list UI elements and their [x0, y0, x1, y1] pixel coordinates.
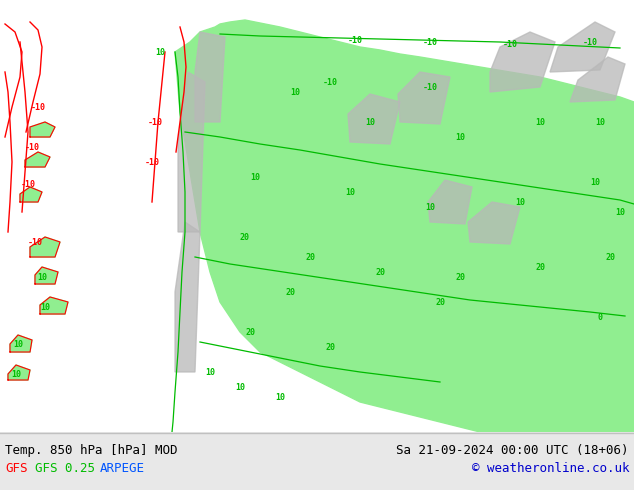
Text: 10: 10	[205, 368, 215, 376]
Text: 20: 20	[325, 343, 335, 351]
Polygon shape	[398, 72, 450, 124]
Polygon shape	[468, 202, 520, 244]
Text: © weatheronline.co.uk: © weatheronline.co.uk	[472, 462, 629, 475]
Text: 10: 10	[40, 302, 50, 312]
Text: -10: -10	[145, 157, 160, 167]
Text: 10: 10	[535, 118, 545, 126]
Polygon shape	[30, 122, 55, 137]
Text: -10: -10	[422, 38, 437, 47]
Text: 10: 10	[37, 272, 47, 281]
Polygon shape	[35, 267, 58, 284]
Polygon shape	[428, 180, 472, 224]
Text: ARPEGE: ARPEGE	[100, 462, 145, 475]
Text: -10: -10	[20, 179, 36, 189]
Polygon shape	[178, 72, 205, 232]
Text: 0: 0	[597, 313, 602, 321]
Text: 20: 20	[605, 252, 615, 262]
Text: 10: 10	[11, 369, 21, 378]
Text: -10: -10	[422, 82, 437, 92]
Text: 20: 20	[240, 232, 250, 242]
Text: 20: 20	[455, 272, 465, 281]
Text: Temp. 850 hPa [hPa] MOD: Temp. 850 hPa [hPa] MOD	[5, 444, 178, 457]
Text: -10: -10	[30, 102, 46, 112]
Text: 10: 10	[515, 197, 525, 206]
Text: 10: 10	[590, 177, 600, 187]
Text: 10: 10	[595, 118, 605, 126]
Text: -10: -10	[323, 77, 337, 87]
Text: 20: 20	[245, 327, 255, 337]
Polygon shape	[20, 187, 42, 202]
Text: GFS 0.25: GFS 0.25	[35, 462, 94, 475]
Text: 20: 20	[535, 263, 545, 271]
Text: 10: 10	[13, 340, 23, 348]
Text: 10: 10	[275, 392, 285, 401]
Text: 10: 10	[155, 48, 165, 56]
Polygon shape	[175, 222, 200, 372]
Polygon shape	[195, 32, 225, 122]
Polygon shape	[490, 32, 555, 92]
Text: Sa 21-09-2024 00:00 UTC (18+06): Sa 21-09-2024 00:00 UTC (18+06)	[396, 444, 629, 457]
Polygon shape	[348, 94, 400, 144]
Text: 10: 10	[365, 118, 375, 126]
Text: 20: 20	[375, 268, 385, 276]
Text: GFS: GFS	[5, 462, 27, 475]
Polygon shape	[550, 22, 615, 72]
Text: 10: 10	[425, 202, 435, 212]
Polygon shape	[175, 20, 634, 432]
Text: -10: -10	[25, 143, 39, 151]
Text: 10: 10	[290, 88, 300, 97]
Text: -10: -10	[27, 238, 42, 246]
Text: 10: 10	[345, 188, 355, 196]
Polygon shape	[30, 237, 60, 257]
Text: 20: 20	[285, 288, 295, 296]
Text: 10: 10	[615, 207, 625, 217]
Text: 10: 10	[455, 132, 465, 142]
Polygon shape	[10, 335, 32, 352]
Polygon shape	[40, 297, 68, 314]
Text: 20: 20	[305, 252, 315, 262]
Text: -10: -10	[347, 35, 363, 45]
Text: 20: 20	[435, 297, 445, 307]
Text: -10: -10	[148, 118, 162, 126]
Text: 10: 10	[250, 172, 260, 181]
Polygon shape	[25, 152, 50, 167]
Text: -10: -10	[583, 38, 597, 47]
Text: 10: 10	[235, 383, 245, 392]
Polygon shape	[8, 365, 30, 380]
Text: -10: -10	[503, 40, 517, 49]
Polygon shape	[570, 57, 625, 102]
